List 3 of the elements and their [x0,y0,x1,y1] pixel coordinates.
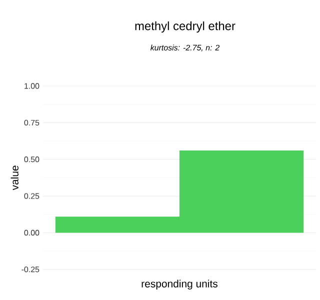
chart-title: methyl cedryl ether [135,21,236,33]
x-axis-title: responding units [142,280,218,290]
y-axis-title: value [10,166,18,190]
